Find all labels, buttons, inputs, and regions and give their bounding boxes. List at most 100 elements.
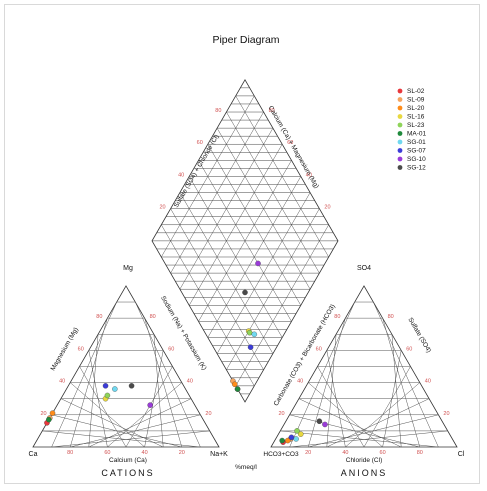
cation-point-SG-07	[102, 383, 109, 389]
legend-marker-SL-09	[397, 97, 403, 102]
anion-grid-r	[391, 334, 402, 448]
legend-marker-SL-20	[397, 105, 403, 111]
anion-point-SG-10	[322, 421, 328, 428]
anion-point-SG-07	[288, 434, 295, 441]
anion-point-SL-23	[294, 428, 300, 434]
cation-tick-right: 80	[150, 314, 156, 320]
tick-labels: 80 20 20 20 20 20 20 20 60 40 40 40 40 40 40 40 40 60 60 60…	[40, 108, 449, 456]
diamond-upper-right-label: Calcium (Ca) + Magnesium (Mg)	[267, 105, 320, 190]
anion-grid-l	[280, 430, 439, 448]
legend-label-SG-12: SG-12	[407, 165, 426, 172]
cation-tick-right: 40	[187, 379, 193, 385]
anion-vertex-top-main: SO4	[357, 265, 371, 272]
cation-grid-r	[144, 318, 183, 448]
anion-grid-l	[289, 414, 420, 448]
anion-tick-bottom: 40	[342, 450, 348, 456]
anion-tick-left: 20	[278, 411, 284, 417]
diamond-point-SG-12	[242, 289, 248, 296]
cation-point-SL-23	[104, 392, 111, 399]
anion-bottom-axis-label: Chloride (Cl)	[346, 457, 382, 464]
cation-tick-bottom: 60	[104, 450, 110, 456]
legend-label-SG-01: SG-01	[407, 139, 426, 146]
legend-marker-SL-16	[397, 114, 403, 119]
diamond-tick-left: 60	[197, 140, 203, 146]
anion-tick-left: 60	[316, 346, 322, 352]
anion-tick-bottom: 80	[417, 450, 423, 456]
anion-grid-r	[373, 301, 439, 448]
diamond-tick-left: 80	[215, 108, 221, 114]
anion-point-SL-20	[284, 437, 291, 444]
cation-title: CATIONS	[101, 468, 154, 478]
cation-left-axis-label: Magnesium (Mg)	[49, 326, 79, 372]
legend-label-SL-02: SL-02	[407, 88, 425, 95]
legend-label-SL-23: SL-23	[407, 122, 425, 129]
anion-tick-right: 40	[425, 379, 431, 385]
anion-tick-left: 80	[334, 314, 340, 320]
diamond-point-SG-01	[251, 331, 258, 338]
legend-label-MA-01: MA-01	[407, 131, 427, 138]
cation-tick-left: 60	[78, 346, 84, 352]
legend-marker-SG-10	[397, 156, 403, 162]
diamond-point-SL-20	[232, 381, 238, 387]
cation-grid-r	[144, 350, 164, 448]
legend-marker-SG-07	[397, 148, 403, 153]
cation-grid-r	[153, 334, 164, 448]
anion-point-MA-01	[279, 437, 285, 444]
cation-point-SG-12	[128, 383, 135, 389]
anion-grid-l	[317, 366, 365, 448]
cation-grid-l	[79, 366, 127, 448]
anion-vertex-left: HCO3+CO3	[263, 451, 299, 458]
cation-tick-left: 20	[40, 411, 46, 417]
diamond-point-MA-01	[234, 386, 241, 392]
cation-grid-l	[42, 430, 201, 448]
diamond-tick-right: 40	[306, 172, 312, 178]
diamond-grid	[151, 79, 339, 403]
anion-grid-r	[363, 366, 411, 448]
chart-frame	[4, 4, 480, 484]
cation-vertex-left: Ca	[29, 451, 38, 458]
diamond-point-SL-23	[246, 329, 253, 336]
cation-bottom-axis-label: Calcium (Ca)	[109, 457, 147, 464]
anion-point-SG-12	[316, 418, 323, 424]
anion-grid-r	[382, 318, 421, 448]
diamond-tick-right: 20	[324, 205, 330, 211]
data-points	[44, 260, 328, 445]
anion-tick-right: 20	[443, 411, 449, 417]
legend-marker-SL-23	[397, 122, 403, 128]
anion-tick-bottom: 20	[305, 450, 311, 456]
diamond-tick-right: 60	[287, 140, 293, 146]
cation-grid-l	[51, 414, 182, 448]
anion-left-axis-label: Carbonate (CO3) + Bicarbonate (HCO3)	[273, 303, 337, 407]
cation-vertex-right: Na+K	[210, 451, 228, 458]
legend-label-SL-16: SL-16	[407, 114, 425, 121]
legend-label-SL-09: SL-09	[407, 97, 425, 104]
legend-label-SL-20: SL-20	[407, 105, 425, 112]
diamond-tick-left: 40	[178, 172, 184, 178]
anion-tick-bottom: 60	[380, 450, 386, 456]
cation-triangle-grid	[32, 285, 220, 448]
cation-point-SG-01	[112, 386, 118, 392]
anion-point-SL-16	[298, 431, 304, 437]
cation-tick-bottom: 40	[142, 450, 148, 456]
anion-vertex-right: Cl	[458, 451, 465, 458]
cation-tick-left: 80	[96, 314, 102, 320]
cation-point-SL-20	[49, 410, 56, 416]
anion-tick-right: 60	[406, 346, 412, 352]
cation-tick-right: 20	[205, 411, 211, 417]
units-label: %meq/l	[235, 464, 257, 471]
diamond-point-SG-10	[255, 260, 261, 267]
anion-grid-l	[298, 398, 402, 448]
diamond-tick-right: 80	[269, 108, 275, 114]
cation-tick-left: 40	[59, 379, 65, 385]
cation-point-MA-01	[46, 416, 52, 423]
cation-grid-r	[135, 301, 201, 448]
anion-triangle-grid	[270, 285, 458, 448]
diamond-tick-left: 20	[159, 205, 165, 211]
diamond-point-SG-07	[247, 344, 254, 350]
legend-marker-SG-12	[397, 165, 403, 170]
legend-marker-SG-01	[397, 139, 403, 145]
cation-tick-bottom: 20	[179, 450, 185, 456]
anion-grid-r	[382, 350, 402, 448]
